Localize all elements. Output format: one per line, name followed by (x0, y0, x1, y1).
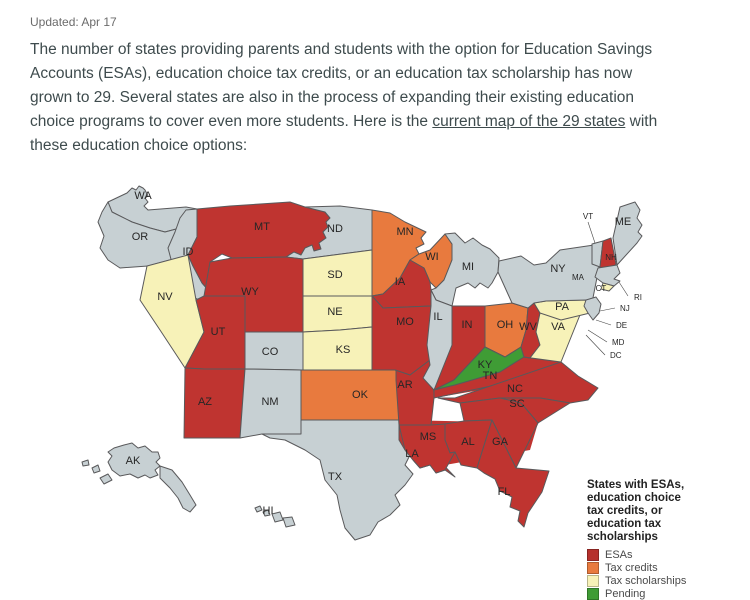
svg-text:MA: MA (572, 273, 585, 282)
svg-text:OR: OR (132, 231, 149, 243)
svg-text:RI: RI (634, 293, 642, 302)
svg-text:LA: LA (405, 448, 419, 460)
svg-text:TX: TX (328, 471, 343, 483)
svg-text:OH: OH (497, 319, 514, 331)
svg-text:NC: NC (507, 383, 523, 395)
svg-text:NV: NV (157, 291, 173, 303)
svg-text:CO: CO (262, 346, 279, 358)
svg-text:SC: SC (509, 398, 524, 410)
svg-text:TN: TN (483, 370, 498, 382)
svg-text:DC: DC (610, 351, 622, 360)
svg-text:WY: WY (241, 286, 259, 298)
svg-text:WA: WA (134, 190, 152, 202)
svg-text:AK: AK (126, 455, 141, 467)
svg-text:VT: VT (583, 212, 593, 221)
svg-text:IA: IA (395, 276, 406, 288)
svg-text:CT: CT (596, 284, 607, 293)
svg-text:AL: AL (461, 436, 474, 448)
svg-text:GA: GA (492, 436, 509, 448)
svg-text:MS: MS (420, 431, 437, 443)
svg-text:WI: WI (425, 251, 438, 263)
svg-text:SD: SD (327, 269, 342, 281)
svg-text:MO: MO (396, 316, 414, 328)
svg-text:ME: ME (615, 216, 632, 228)
svg-text:NH: NH (605, 253, 617, 262)
svg-text:VA: VA (551, 321, 566, 333)
svg-text:FL: FL (498, 486, 511, 498)
svg-text:IN: IN (462, 319, 473, 331)
svg-text:NJ: NJ (620, 304, 630, 313)
svg-text:KS: KS (336, 344, 351, 356)
svg-text:WV: WV (519, 321, 537, 333)
svg-text:DE: DE (616, 321, 627, 330)
svg-text:IL: IL (433, 311, 442, 323)
svg-text:HI: HI (263, 505, 274, 517)
svg-text:MD: MD (612, 338, 625, 347)
svg-text:UT: UT (211, 326, 226, 338)
svg-text:NY: NY (550, 263, 566, 275)
svg-text:ID: ID (183, 246, 194, 258)
svg-text:MI: MI (462, 261, 474, 273)
svg-text:ND: ND (327, 223, 343, 235)
svg-text:OK: OK (352, 389, 369, 401)
svg-text:AZ: AZ (198, 396, 212, 408)
svg-text:NE: NE (327, 306, 342, 318)
svg-text:MN: MN (396, 226, 413, 238)
svg-text:NM: NM (261, 396, 278, 408)
svg-text:AR: AR (397, 379, 412, 391)
svg-text:MT: MT (254, 221, 270, 233)
svg-text:PA: PA (555, 301, 570, 313)
